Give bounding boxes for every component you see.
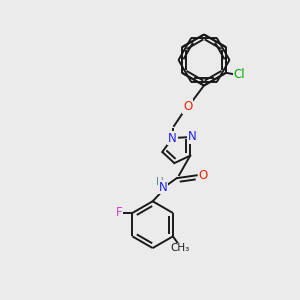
Text: Cl: Cl xyxy=(234,68,245,81)
Text: N: N xyxy=(188,130,197,143)
Text: O: O xyxy=(198,169,208,182)
Text: H: H xyxy=(156,177,164,187)
Text: CH₃: CH₃ xyxy=(171,243,190,254)
Text: N: N xyxy=(168,131,177,145)
Text: N: N xyxy=(159,181,167,194)
Text: O: O xyxy=(183,100,192,113)
Text: F: F xyxy=(116,206,122,220)
